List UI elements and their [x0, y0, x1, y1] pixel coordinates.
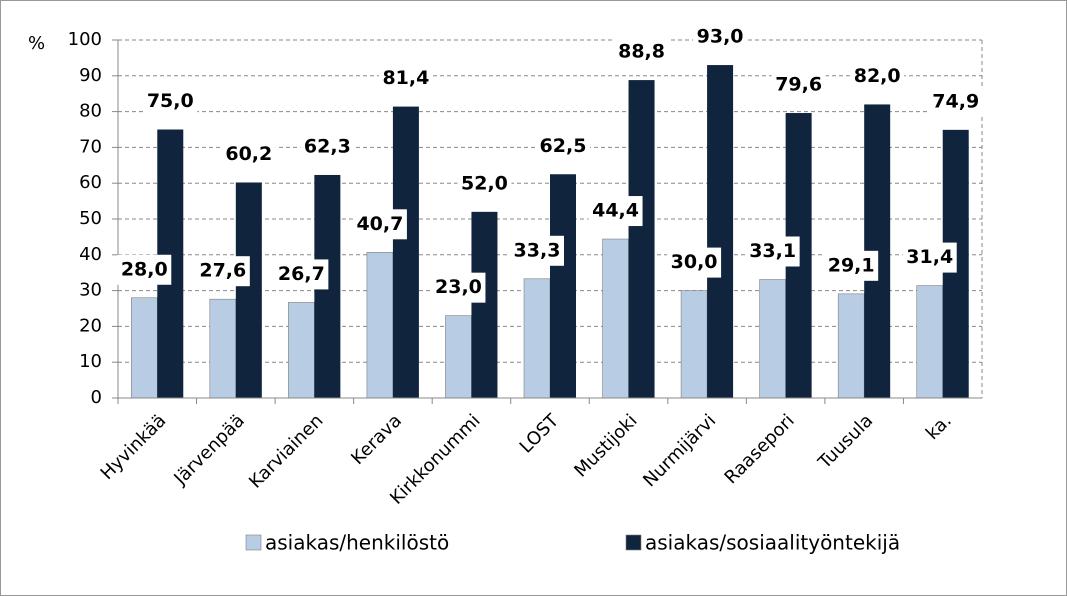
- value-label-box: [536, 131, 590, 162]
- bar: [366, 251, 394, 399]
- value-label: 44,4: [592, 200, 639, 222]
- value-label-box: [274, 259, 329, 290]
- value-label-box: [221, 139, 276, 170]
- value-label-box: [667, 247, 722, 278]
- bar: [759, 279, 786, 399]
- value-label-box: [588, 196, 643, 227]
- bar: [288, 302, 315, 399]
- bar: [471, 211, 498, 398]
- value-label: 28,0: [121, 258, 168, 280]
- value-label-box: [352, 209, 407, 240]
- y-tick-label: 30: [79, 280, 102, 301]
- y-tick-label: 80: [79, 101, 102, 122]
- y-tick-label: 0: [91, 387, 102, 408]
- value-label-box: [771, 70, 826, 101]
- value-label: 52,0: [461, 172, 508, 194]
- value-label: 75,0: [147, 90, 194, 112]
- legend-label: asiakas/sosiaalityöntekijä: [645, 531, 900, 555]
- y-tick-label: 20: [79, 315, 102, 336]
- y-tick-label: 60: [79, 172, 102, 193]
- value-label: 31,4: [906, 246, 953, 268]
- bar: [445, 315, 472, 399]
- bar: [837, 293, 865, 399]
- value-label: 27,6: [199, 260, 246, 282]
- value-label: 79,6: [775, 74, 822, 96]
- value-label-box: [457, 168, 512, 199]
- value-label: 40,7: [356, 213, 403, 235]
- value-label: 33,3: [514, 239, 561, 261]
- value-label-box: [510, 235, 564, 266]
- bar: [209, 298, 237, 399]
- bar: [707, 65, 734, 398]
- value-label: 29,1: [828, 254, 875, 276]
- bar: [523, 278, 551, 399]
- bar: [392, 106, 419, 398]
- bar: [680, 290, 708, 399]
- value-label: 82,0: [854, 65, 901, 87]
- value-label: 93,0: [697, 26, 744, 48]
- value-label: 33,1: [749, 240, 796, 262]
- value-label-box: [143, 86, 198, 117]
- value-label-box: [824, 250, 879, 281]
- value-label-box: [431, 272, 486, 303]
- value-label: 60,2: [225, 143, 272, 165]
- value-label: 62,3: [304, 135, 351, 157]
- value-label: 23,0: [435, 276, 482, 298]
- legend-swatch: [245, 534, 262, 551]
- value-label: 26,7: [278, 263, 325, 285]
- value-label-box: [195, 256, 250, 287]
- value-label-box: [300, 131, 355, 162]
- bar: [628, 80, 655, 398]
- value-label: 62,5: [540, 135, 587, 157]
- y-tick-label: 70: [79, 136, 102, 157]
- value-label: 30,0: [671, 251, 718, 273]
- value-label-box: [850, 61, 905, 92]
- value-label-box: [928, 86, 983, 117]
- bar: [550, 174, 576, 398]
- legend-swatch: [625, 534, 642, 551]
- bar: [130, 297, 158, 399]
- value-label-box: [614, 37, 669, 68]
- value-label-box: [745, 236, 800, 267]
- y-axis-label: %: [28, 33, 45, 54]
- bar: [602, 238, 629, 399]
- value-label-box: [693, 22, 748, 53]
- value-label: 74,9: [932, 90, 979, 112]
- value-label-box: [902, 242, 957, 273]
- y-tick-label: 40: [79, 244, 102, 265]
- value-label: 88,8: [618, 41, 665, 63]
- y-tick-label: 50: [79, 208, 102, 229]
- legend-label: asiakas/henkilöstö: [265, 531, 449, 555]
- value-label: 81,4: [382, 67, 429, 89]
- value-label-box: [378, 63, 433, 94]
- value-label-box: [117, 254, 172, 285]
- bar: [235, 182, 262, 398]
- bar: [916, 285, 944, 399]
- y-tick-label: 90: [79, 65, 102, 86]
- y-tick-label: 100: [68, 29, 102, 50]
- y-tick-label: 10: [79, 351, 102, 372]
